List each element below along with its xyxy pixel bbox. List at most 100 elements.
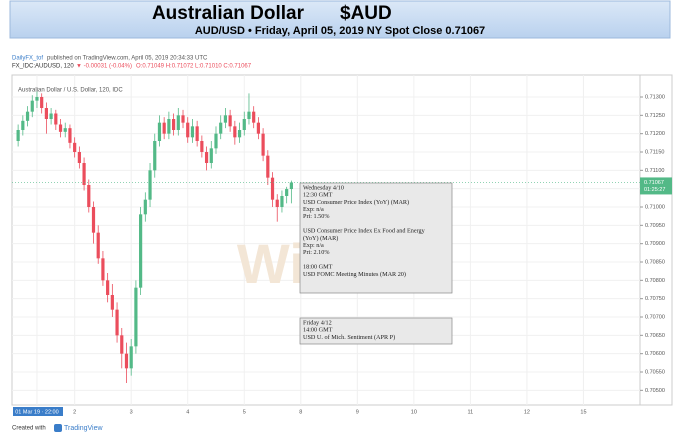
annotation-line: USD Consumer Price Index (YoY) (MAR) xyxy=(303,199,409,206)
candle-body xyxy=(153,141,157,171)
y-tick-label: 0.71300 xyxy=(645,94,665,100)
candle-body xyxy=(275,199,279,207)
annotation-box xyxy=(299,182,453,294)
annotation-line: 14:00 GMT xyxy=(303,327,333,334)
y-tick-label: 0.70750 xyxy=(645,296,665,302)
x-tick-highlight xyxy=(13,407,63,416)
candle-body xyxy=(280,196,284,207)
candle-body xyxy=(16,130,20,141)
candle-body xyxy=(30,100,34,112)
candle-body xyxy=(35,97,39,101)
candle-body xyxy=(237,130,242,138)
candle-body xyxy=(233,126,237,138)
candle-body xyxy=(58,124,63,132)
candle-body xyxy=(285,189,289,196)
annotation-line: 18:00 GMT xyxy=(303,264,333,271)
candle-body xyxy=(73,142,77,152)
candle-body xyxy=(44,108,48,119)
footer-logo-icon xyxy=(54,424,62,432)
header-band xyxy=(9,0,671,39)
candle-body xyxy=(289,182,293,190)
x-tick-label: 12 xyxy=(524,409,530,415)
header-title: Australian Dollar xyxy=(152,3,305,24)
candle-body xyxy=(190,126,195,138)
candle-body xyxy=(49,113,53,119)
candle-body xyxy=(157,122,162,141)
candle-body xyxy=(77,152,81,163)
ticker-symbol: FX_IDC:AUDUSD, 120 xyxy=(12,64,74,70)
candle-body xyxy=(167,119,171,134)
publisher-text: published on TradingView.com, April 05, … xyxy=(47,56,208,62)
countdown: 01:25:27 xyxy=(644,187,665,193)
last-price-label: 0.71067 xyxy=(644,180,664,186)
candle-body xyxy=(176,115,180,130)
header-symbol: $AUD xyxy=(340,3,392,24)
y-tick-label: 0.70500 xyxy=(645,388,665,394)
candle-body xyxy=(110,295,114,310)
candle-body xyxy=(101,258,105,281)
x-tick-label: 2 xyxy=(73,409,76,415)
candle-body xyxy=(256,122,260,134)
candle-body xyxy=(124,353,129,369)
y-tick-label: 0.71000 xyxy=(645,204,665,210)
x-tick-label: 5 xyxy=(243,409,246,415)
ticker-ohlc: O:0.71049 H:0.71072 L:0.71010 C:0.71067 xyxy=(136,64,252,70)
y-tick-label: 0.70550 xyxy=(645,369,665,375)
candle-body xyxy=(195,126,199,141)
candle-body xyxy=(129,346,133,369)
x-tick-label: 4 xyxy=(186,409,189,415)
x-tick-label: 10 xyxy=(411,409,417,415)
annotation-line: 12:30 GMT xyxy=(303,192,333,199)
annotation-line: Friday 4/12 xyxy=(303,319,332,326)
last-price-box xyxy=(640,177,672,195)
footer-text: Created with xyxy=(12,426,46,432)
annotation-line: Exp: n/a xyxy=(303,242,324,249)
x-tick-label: 8 xyxy=(299,409,302,415)
y-tick-label: 0.71250 xyxy=(645,113,665,119)
y-tick-label: 0.70600 xyxy=(645,351,665,357)
candle-body xyxy=(120,335,124,354)
candle-body xyxy=(82,163,86,185)
x-tick-label: 15 xyxy=(580,409,586,415)
candle-body xyxy=(247,111,251,119)
y-tick-label: 0.70700 xyxy=(645,314,665,320)
candle-body xyxy=(266,155,270,178)
publisher-author: DailyFX_tof xyxy=(12,56,43,62)
header-subtitle: AUD/USD • Friday, April 05, 2019 NY Spot… xyxy=(195,25,485,37)
candle-body xyxy=(214,133,218,149)
y-tick-label: 0.70850 xyxy=(645,259,665,265)
candle-body xyxy=(25,111,30,121)
y-tick-label: 0.70950 xyxy=(645,223,665,229)
candle-body xyxy=(54,113,58,125)
x-tick-label: 11 xyxy=(468,409,474,415)
candle-body xyxy=(134,287,138,347)
ticker-change: ▼ -0.00031 (-0.04%) xyxy=(76,64,132,70)
y-tick-label: 0.70900 xyxy=(645,241,665,247)
candle-body xyxy=(270,177,275,200)
annotation-line: Exp: n/a xyxy=(303,206,324,213)
y-tick-label: 0.70800 xyxy=(645,278,665,284)
candle-body xyxy=(21,120,25,130)
x-tick-label: 01 Mar 19 · 22:00 xyxy=(15,409,58,415)
candle-body xyxy=(186,122,190,138)
x-tick-label: 3 xyxy=(130,409,133,415)
y-tick-label: 0.71150 xyxy=(645,149,664,155)
candle-body xyxy=(143,199,147,215)
candle-body xyxy=(223,115,228,123)
candle-body xyxy=(106,280,110,295)
y-tick-label: 0.71100 xyxy=(645,168,664,174)
candle-body xyxy=(252,111,256,123)
candle-body xyxy=(181,115,185,123)
candle-body xyxy=(63,128,67,132)
candle-body xyxy=(242,119,246,130)
y-tick-label: 0.71200 xyxy=(645,131,665,137)
footer-logo: TradingView xyxy=(64,425,103,432)
candle-body xyxy=(40,97,44,108)
candle-body xyxy=(115,309,119,336)
annotation-line: Pri: 2.10% xyxy=(303,249,329,256)
candle-body xyxy=(148,170,152,200)
x-tick-label: 9 xyxy=(356,409,359,415)
candle-body xyxy=(139,214,143,288)
annotation-line: (YoY) (MAR) xyxy=(303,235,338,242)
candle-body xyxy=(228,115,232,127)
